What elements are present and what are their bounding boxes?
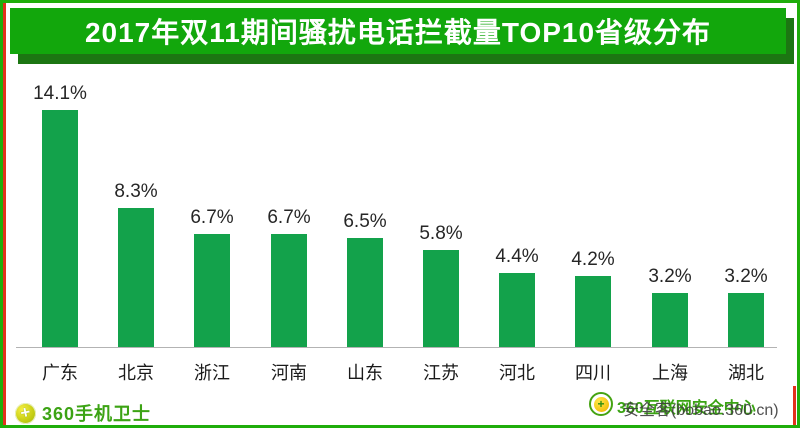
- brand-name: 360手机卫士: [42, 404, 152, 424]
- left-edge-red-stripe: [3, 3, 6, 425]
- value-label: 3.2%: [724, 266, 768, 287]
- category-label: 北京: [118, 363, 154, 383]
- bar-北京: [118, 208, 154, 347]
- category-label: 河北: [499, 363, 535, 383]
- value-label: 6.7%: [190, 207, 234, 228]
- value-label: 5.8%: [419, 223, 463, 244]
- watermark-green-text: 360互联网安全中心: [617, 400, 756, 417]
- category-label: 山东: [347, 363, 383, 383]
- category-label: 上海: [652, 363, 688, 383]
- 360-mobile-safe-logo-icon: +: [15, 401, 36, 424]
- value-label: 6.5%: [343, 211, 387, 232]
- bar-山东: [347, 238, 383, 347]
- value-label: 6.7%: [267, 207, 311, 228]
- bar-河南: [271, 234, 307, 347]
- watermark-footer: + 360互联网安全中心 安全客(bobao.360.cn): [589, 391, 797, 419]
- right-edge-red-stripe: [793, 386, 796, 425]
- bar-上海: [652, 293, 688, 347]
- plus-glyph-icon: +: [18, 401, 33, 423]
- bar-广东: [42, 110, 78, 347]
- yellow-ball-icon: +: [593, 396, 609, 412]
- bar-江苏: [423, 250, 459, 347]
- brand-footer: + 360手机卫士: [15, 400, 152, 425]
- category-label: 河南: [271, 363, 307, 383]
- category-label: 江苏: [423, 363, 459, 383]
- title-banner: 2017年双11期间骚扰电话拦截量TOP10省级分布: [10, 8, 786, 54]
- x-axis-line: [16, 347, 777, 348]
- value-label: 14.1%: [33, 83, 87, 104]
- bar-四川: [575, 276, 611, 347]
- value-label: 4.4%: [495, 246, 539, 267]
- bar-浙江: [194, 234, 230, 347]
- value-label: 8.3%: [114, 181, 158, 202]
- category-label: 浙江: [194, 363, 230, 383]
- category-label: 广东: [42, 363, 78, 383]
- bar-湖北: [728, 293, 764, 347]
- bar-河北: [499, 273, 535, 347]
- 360-security-center-logo-icon: +: [589, 392, 613, 416]
- bar-chart: 14.1% 广东 8.3% 北京 6.7% 浙江 6.7% 河南 6.5% 山东 5.8% 江苏 4.4…: [3, 3, 797, 425]
- watermark-overlap: 360互联网安全中心 安全客(bobao.360.cn): [617, 391, 797, 419]
- category-label: 湖北: [728, 363, 764, 383]
- category-label: 四川: [575, 363, 611, 383]
- value-label: 4.2%: [571, 249, 615, 270]
- watermark-dark-text: 安全客(bobao.360.cn): [623, 402, 779, 419]
- value-label: 3.2%: [648, 266, 692, 287]
- plus-glyph-icon: +: [597, 396, 605, 411]
- chart-title: 2017年双11期间骚扰电话拦截量TOP10省级分布: [84, 17, 712, 48]
